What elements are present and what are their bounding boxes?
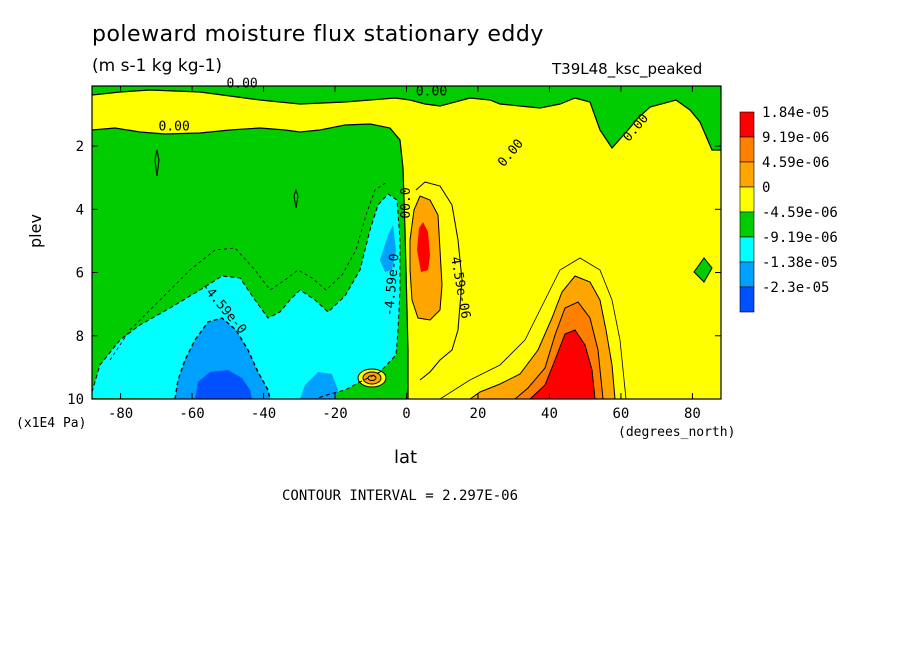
contour-lines [92, 89, 721, 399]
y-tick-label: 10 [67, 392, 84, 408]
x-tick-label: -40 [251, 406, 276, 422]
legend-label: 0 [762, 180, 770, 196]
legend-label: -9.19e-06 [762, 230, 838, 246]
contour-label: 00.0 [399, 187, 414, 218]
x-tick-label: 80 [684, 406, 701, 422]
x-tick-label: 0 [402, 406, 410, 422]
y-tick-label: 4 [76, 202, 84, 218]
y-tick-label: 2 [76, 139, 84, 155]
legend-swatch [739, 136, 755, 163]
legend-label: 9.19e-06 [762, 130, 829, 146]
y-tick-label: 8 [76, 329, 84, 345]
chart-subtitle: T39L48_ksc_peaked [552, 60, 703, 78]
x-axis-ticks: -80 -60 -40 -20 0 20 40 60 80 [108, 86, 701, 422]
x-tick-label: 40 [541, 406, 558, 422]
x-axis-label: lat [394, 447, 418, 468]
fill-red-south [530, 330, 595, 399]
fill-lightblue-2 [300, 372, 338, 399]
color-legend: 1.84e-05 9.19e-06 4.59e-06 0 -4.59e-06 -9.19e… [739, 105, 838, 313]
legend-label: 4.59e-06 [762, 155, 829, 171]
x-axis-unit: (degrees_north) [618, 425, 736, 440]
legend-swatch [739, 161, 755, 188]
fill-darkblue [195, 370, 252, 399]
x-tick-label: -20 [322, 406, 347, 422]
fill-lightblue-3 [380, 225, 396, 272]
contour-interval: CONTOUR INTERVAL = 2.297E-06 [282, 488, 519, 504]
y-tick-label: 6 [76, 266, 84, 282]
x-tick-label: 60 [613, 406, 630, 422]
fill-lightblue [175, 318, 270, 399]
legend-swatch [739, 286, 755, 313]
fill-blob-orange [363, 372, 381, 384]
fill-cyan [92, 194, 400, 399]
fill-green-edge [92, 342, 100, 356]
legend-swatch [739, 211, 755, 238]
legend-swatch [739, 111, 755, 138]
legend-label: -1.38e-05 [762, 255, 838, 271]
legend-label: -2.3e-05 [762, 280, 829, 296]
x-tick-label: 20 [470, 406, 487, 422]
legend-label: -4.59e-06 [762, 205, 838, 221]
legend-label: 1.84e-05 [762, 105, 829, 121]
x-tick-label: -60 [179, 406, 204, 422]
contour-label: 0.00 [159, 119, 190, 134]
x-tick-label: -80 [108, 406, 133, 422]
legend-swatch [739, 236, 755, 263]
fill-red-eq [417, 222, 430, 272]
y-axis-unit: (x1E4 Pa) [16, 416, 87, 431]
legend-swatch [739, 186, 755, 213]
contour-label: 0.00 [416, 84, 447, 99]
legend-swatch [739, 261, 755, 288]
contour-label: 0.00 [226, 77, 257, 92]
contour-fills [92, 86, 721, 399]
chart-units: (m s-1 kg kg-1) [92, 56, 223, 76]
chart-title: poleward moisture flux stationary eddy [92, 22, 544, 47]
y-axis-ticks: 2 4 6 8 10 [67, 139, 721, 408]
contour-label: -4.59e-0 [382, 253, 402, 317]
